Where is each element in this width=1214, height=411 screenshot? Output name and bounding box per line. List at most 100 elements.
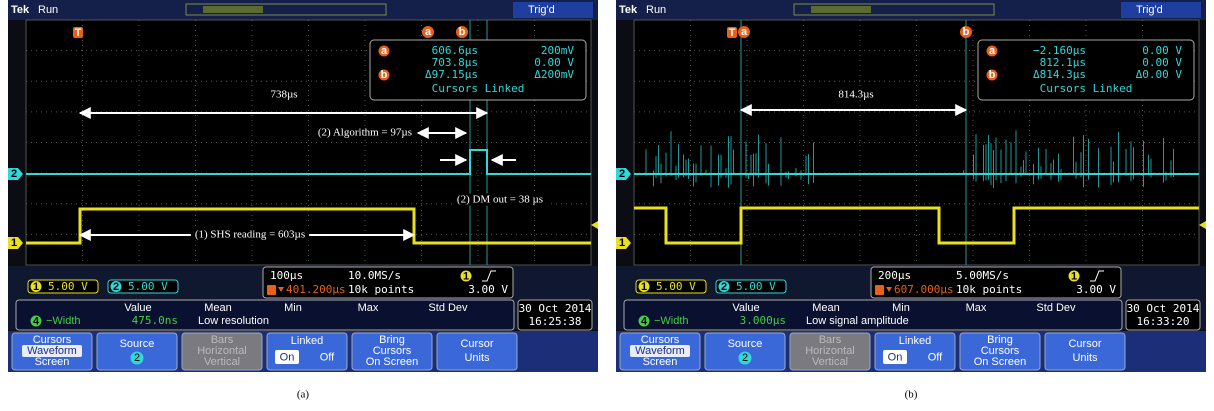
menu-label: Cursor [460, 338, 493, 350]
menu-label: Units [464, 352, 490, 364]
menu-label: Cursor [1068, 338, 1101, 350]
measurement-header: Max [358, 302, 379, 314]
menu-option: On [280, 351, 295, 363]
record-window [203, 6, 263, 13]
sample-rate: 5.00MS/s [956, 269, 1009, 282]
run-state: Run [38, 4, 58, 16]
record-window [811, 6, 871, 13]
menu-label: Vertical [812, 356, 848, 368]
header-bar [616, 0, 1206, 20]
menu-option: On [888, 351, 903, 363]
channel-id: 2 [113, 281, 119, 293]
time: 16:33:20 [1137, 315, 1190, 328]
measurement-header: Value [124, 302, 151, 314]
date: 30 Oct 2014 [1127, 302, 1200, 315]
horizontal-position: 401.200µs [286, 283, 346, 296]
readout-linked: Cursors Linked [432, 82, 525, 95]
trigger-level: 3.00 V [1076, 283, 1116, 296]
trigger-marker-label: T [75, 27, 82, 39]
record-length: 10k points [956, 283, 1022, 296]
readout-volt: Δ200mV [534, 68, 574, 81]
channel-id: 2 [721, 281, 727, 293]
channel-marker-label: 2 [619, 168, 625, 180]
channel-marker-label: 2 [11, 168, 17, 180]
cursor-marker-label: a [741, 26, 748, 38]
channel-scale: 5.00 V [48, 280, 88, 293]
channel-id: 1 [33, 281, 39, 293]
menu-label: On Screen [366, 356, 419, 368]
measurement-note: Low signal amplitude [806, 315, 909, 327]
readout-linked: Cursors Linked [1040, 82, 1133, 95]
readout-time: Δ814.3µs [1033, 68, 1086, 81]
caption: (a) [297, 389, 310, 401]
menu-label: Screen [35, 356, 70, 368]
record-length: 10k points [348, 283, 414, 296]
measurement-header: Mean [204, 302, 232, 314]
menu-option: Off [928, 351, 943, 363]
measurement-header: Max [966, 302, 987, 314]
time: 16:25:38 [529, 315, 582, 328]
annotation: 738µs [270, 89, 297, 101]
run-state: Run [646, 4, 666, 16]
menu-label: 2 [742, 352, 748, 364]
annotation: (2) DM out = 38 µs [457, 194, 543, 206]
measurement-header: Value [732, 302, 759, 314]
measurement-header: Mean [812, 302, 840, 314]
measurement-channel: 4 [641, 315, 648, 327]
measurement-value: 3.000µs [740, 314, 786, 327]
timebase-scale: 100µs [270, 269, 303, 282]
menu-label: Units [1072, 352, 1098, 364]
annotation: 814.3µs [838, 89, 873, 101]
trigger-state: Trig'd [528, 4, 555, 16]
readout-volt: Δ0.00 V [1136, 68, 1183, 81]
trigger-level: 3.00 V [468, 283, 508, 296]
measurement-channel: 4 [33, 315, 40, 327]
channel-scale: 5.00 V [128, 280, 168, 293]
readout-marker-label: a [989, 45, 996, 57]
cursor-marker-label: a [425, 26, 432, 38]
annotation: (2) Algorithm = 97µs [318, 127, 412, 139]
channel-marker-label: 1 [11, 237, 17, 249]
measurement-header: Std Dev [1036, 302, 1076, 314]
menu-label: Source [120, 338, 155, 350]
channel-scale: 5.00 V [656, 280, 696, 293]
channel-id: 1 [641, 281, 647, 293]
menu-label: 2 [134, 352, 140, 364]
header-bar [8, 0, 598, 20]
brand: Tek [619, 4, 638, 16]
cursor-marker-label: b [459, 26, 466, 38]
readout-marker-label: b [381, 69, 388, 81]
readout-marker-label: b [989, 69, 996, 81]
measurement-header: Std Dev [428, 302, 468, 314]
trigger-source: 1 [1071, 270, 1077, 282]
horizontal-position: 607.000µs [894, 283, 954, 296]
measurement-value: 475.0ns [132, 314, 178, 327]
menu-label: On Screen [974, 356, 1027, 368]
oscilloscope-screen: TekRunTrig'dTab21a−2.160µs0.00 V812.1µs0… [616, 0, 1206, 401]
readout-marker-label: a [381, 45, 388, 57]
measurement-note: Low resolution [198, 315, 269, 327]
position-icon [267, 285, 276, 295]
trigger-state: Trig'd [1136, 4, 1163, 16]
timebase-scale: 200µs [878, 269, 911, 282]
trigger-marker-label: T [729, 27, 736, 39]
annotation: (1) SHS reading = 603µs [195, 229, 305, 241]
menu-label: Screen [643, 356, 678, 368]
position-icon [875, 285, 884, 295]
figure: TekRunTrig'dTab21a606.6µs200mV703.8µs0.0… [0, 0, 1214, 411]
channel-marker-label: 1 [619, 237, 625, 249]
trigger-source: 1 [463, 270, 469, 282]
menu-label: Vertical [204, 356, 240, 368]
date: 30 Oct 2014 [519, 302, 592, 315]
cursor-marker-label: b [963, 26, 970, 38]
page: {"panels": [ {"caption": "(a)", "header"… [0, 0, 1214, 411]
readout-time: Δ97.15µs [425, 68, 478, 81]
menu-label: Source [728, 338, 763, 350]
menu-label: Linked [291, 335, 323, 347]
measurement-header: Min [284, 302, 302, 314]
channel-scale: 5.00 V [736, 280, 776, 293]
brand: Tek [11, 4, 30, 16]
menu-label: Linked [899, 335, 931, 347]
measurement-name: −Width [654, 315, 689, 327]
